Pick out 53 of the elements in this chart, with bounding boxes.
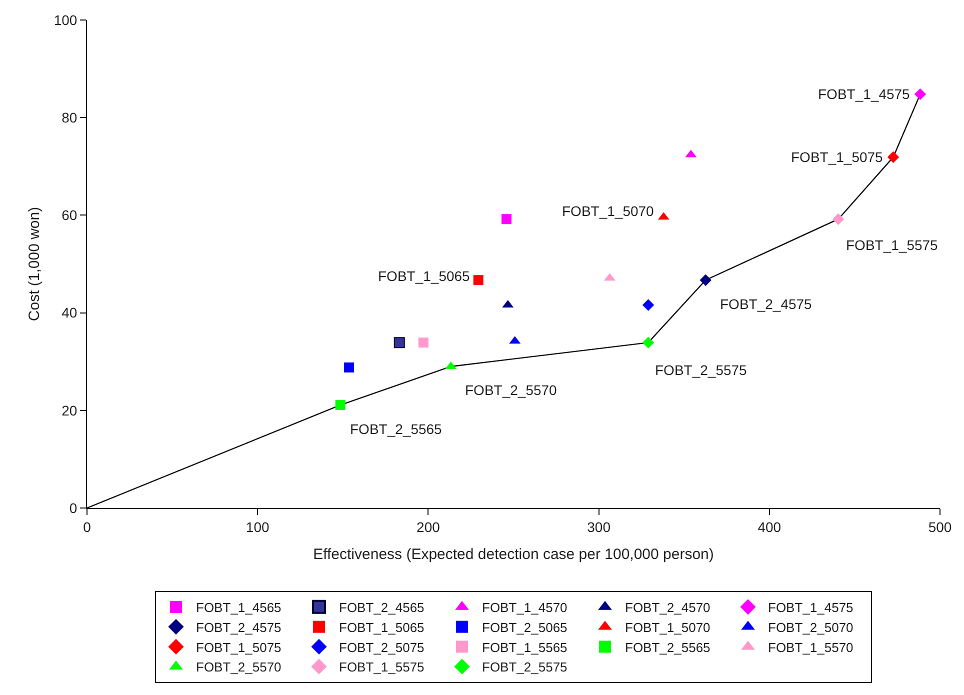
- legend-label: FOBT_1_4565: [196, 600, 282, 615]
- point: [502, 214, 512, 224]
- y-tick-label: 100: [54, 12, 78, 28]
- x-tick-label: 200: [416, 518, 440, 535]
- point: [394, 337, 405, 348]
- annotation: FOBT_2_5575: [655, 362, 748, 378]
- legend-label: FOBT_2_5065: [482, 620, 568, 635]
- legend-label: FOBT_2_4570: [625, 600, 710, 615]
- x-tick-label: 400: [758, 518, 782, 535]
- legend-label: FOBT_2_5575: [482, 660, 568, 675]
- legend-label: FOBT_2_4565: [339, 600, 424, 615]
- annotation: FOBT_1_5070: [562, 203, 654, 219]
- x-axis-title: Effectiveness (Expected detection case per 100,000 person): [313, 546, 714, 563]
- point: [642, 336, 654, 348]
- point: [335, 400, 346, 410]
- point: [473, 275, 484, 286]
- point: [344, 362, 354, 372]
- legend-label: FOBT_1_5575: [339, 660, 424, 675]
- legend-label: FOBT_1_5075: [196, 640, 282, 655]
- x-tick-label: 500: [928, 518, 952, 535]
- point: [700, 274, 712, 286]
- annotation: FOBT_2_5570: [465, 382, 558, 398]
- x-tick-label: 0: [83, 518, 92, 535]
- legend-label: FOBT_1_5065: [339, 620, 424, 635]
- legend-label: FOBT_1_4570: [482, 600, 568, 615]
- annotation: FOBT_1_5575: [846, 237, 938, 253]
- legend-label: FOBT_1_5570: [768, 640, 854, 655]
- annotation: FOBT_1_5075: [791, 149, 884, 165]
- annotation: FOBT_1_4575: [818, 86, 910, 102]
- legend-label: FOBT_1_4575: [768, 600, 854, 615]
- point: [642, 299, 654, 311]
- point: [914, 88, 926, 100]
- y-tick-label: 20: [62, 402, 78, 418]
- y-axis-title: Cost (1,000 won): [26, 206, 44, 322]
- legend-label: FOBT_1_5565: [482, 640, 568, 655]
- point: [418, 338, 428, 348]
- y-tick-label: 80: [62, 110, 78, 126]
- y-tick-label: 40: [62, 304, 78, 321]
- y-tick-label: 60: [62, 207, 78, 224]
- legend-label: FOBT_2_4575: [196, 620, 282, 635]
- annotation: FOBT_2_4575: [720, 296, 812, 312]
- legend-label: FOBT_2_5070: [768, 620, 854, 635]
- legend-label: FOBT_1_5070: [625, 620, 710, 635]
- annotation: FOBT_2_5565: [350, 421, 442, 437]
- legend-label: FOBT_2_5570: [196, 660, 282, 675]
- x-tick-label: 100: [246, 518, 270, 535]
- annotation: FOBT_1_5065: [378, 268, 470, 284]
- legend-label: FOBT_2_5565: [625, 640, 710, 655]
- point: [832, 213, 844, 225]
- legend-label: FOBT_2_5075: [339, 640, 424, 655]
- y-tick-label: 0: [69, 500, 78, 516]
- x-tick-label: 300: [587, 518, 611, 535]
- point: [887, 151, 900, 163]
